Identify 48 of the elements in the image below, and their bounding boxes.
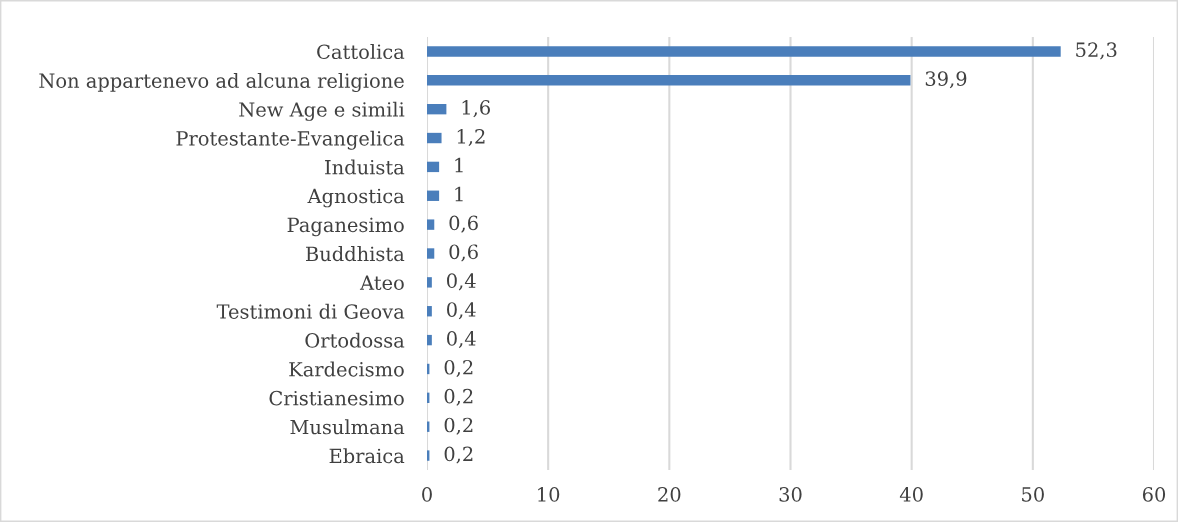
y-tick-label: Ebraica xyxy=(329,448,405,464)
data-label: 52,3 xyxy=(1076,42,1117,60)
bar xyxy=(427,277,432,288)
bar xyxy=(427,190,440,201)
data-label: 39,9 xyxy=(925,71,967,89)
x-tick-label: 50 xyxy=(1022,487,1044,502)
bar xyxy=(427,248,435,259)
data-label: 0,2 xyxy=(444,446,473,464)
data-label: 1,6 xyxy=(462,100,490,118)
y-tick-label: Kardecismo xyxy=(289,361,404,377)
y-tick-label: Paganesimo xyxy=(287,217,404,237)
x-tick-label: 40 xyxy=(899,487,923,502)
bar xyxy=(427,306,432,317)
bar xyxy=(427,334,432,346)
y-tick-label: Agnostica xyxy=(307,188,405,208)
x-tick-label: 10 xyxy=(538,487,560,502)
data-label: 1,2 xyxy=(457,128,485,147)
data-label: 0,2 xyxy=(444,359,473,377)
data-label: 0,4 xyxy=(447,273,476,291)
y-tick-label: Protestante-Evangelica xyxy=(176,130,405,150)
data-label: 0,2 xyxy=(444,388,473,406)
y-tick-label: Ateo xyxy=(359,275,404,291)
data-label: 0,6 xyxy=(449,215,478,233)
y-tick-label: Musulmana xyxy=(290,419,405,435)
y-tick-label: Induista xyxy=(325,159,405,175)
data-label: 0,2 xyxy=(444,417,473,435)
data-label: 0,6 xyxy=(449,244,478,262)
x-tick-label: 20 xyxy=(658,487,681,502)
x-tick-label: 0 xyxy=(422,487,432,502)
data-label: 0,4 xyxy=(447,302,476,320)
bar xyxy=(427,161,440,173)
y-tick-label: Cattolica xyxy=(317,44,405,60)
data-label: 0,4 xyxy=(447,331,476,349)
y-tick-label: Buddhista xyxy=(306,246,405,262)
bar xyxy=(427,103,447,115)
bar xyxy=(427,46,1061,57)
bar xyxy=(427,132,442,144)
x-tick-label: 30 xyxy=(779,487,802,502)
y-tick-label: Cristianesimo xyxy=(269,390,404,406)
y-tick-label: Non appartenevo ad alcuna religione xyxy=(39,72,404,93)
y-tick-label: Testimoni di Geova xyxy=(216,303,405,319)
bar xyxy=(427,75,911,86)
data-label: 1 xyxy=(455,157,463,173)
bar xyxy=(427,219,435,230)
y-tick-label: Ortodossa xyxy=(305,332,405,348)
x-tick-label: 60 xyxy=(1142,487,1166,502)
data-label: 1 xyxy=(455,186,463,202)
y-tick-label: New Age e simili xyxy=(239,101,405,121)
